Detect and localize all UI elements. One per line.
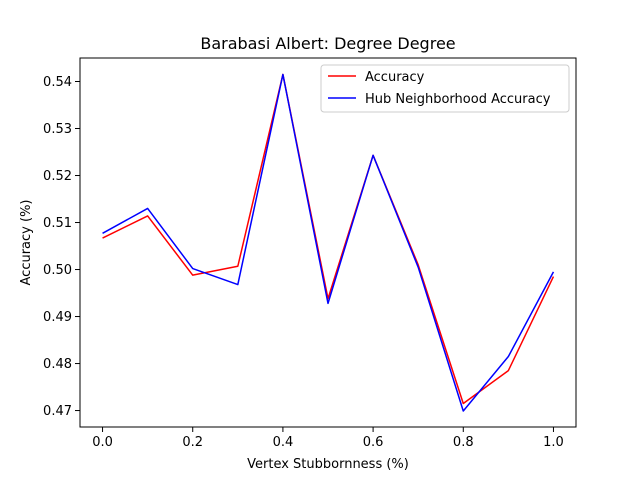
legend-label-accuracy: Accuracy	[365, 70, 425, 85]
y-tick-label: 0.51	[43, 216, 72, 231]
x-tick-label: 1.0	[543, 435, 564, 450]
x-tick-label: 0.6	[363, 435, 384, 450]
chart-title: Barabasi Albert: Degree Degree	[200, 34, 455, 53]
y-tick-label: 0.47	[43, 404, 72, 419]
x-tick-label: 0.0	[92, 435, 113, 450]
x-axis-title: Vertex Stubbornness (%)	[247, 457, 409, 472]
y-axis: 0.47 0.48 0.49 0.50 0.51 0.52 0.53 0.54	[43, 75, 80, 419]
y-tick-label: 0.50	[43, 263, 72, 278]
series-line-hub-neighborhood-accuracy	[102, 73, 555, 412]
legend: Accuracy Hub Neighborhood Accuracy	[320, 64, 570, 113]
y-axis-title: Accuracy (%)	[19, 200, 34, 286]
y-tick-label: 0.53	[43, 122, 72, 137]
x-tick-label: 0.4	[273, 435, 294, 450]
y-tick-label: 0.49	[43, 310, 72, 325]
y-tick-label: 0.54	[43, 75, 72, 90]
x-tick-label: 0.8	[453, 435, 474, 450]
legend-label-hub-neighborhood-accuracy: Hub Neighborhood Accuracy	[365, 92, 551, 107]
y-tick-label: 0.52	[43, 169, 72, 184]
x-tick-label: 0.2	[182, 435, 203, 450]
x-axis: 0.0 0.2 0.4 0.6 0.8 1.0	[92, 427, 564, 450]
plot-frame	[79, 57, 577, 428]
legend-box	[320, 64, 570, 113]
y-tick-label: 0.48	[43, 357, 72, 372]
plot-area	[102, 73, 555, 412]
